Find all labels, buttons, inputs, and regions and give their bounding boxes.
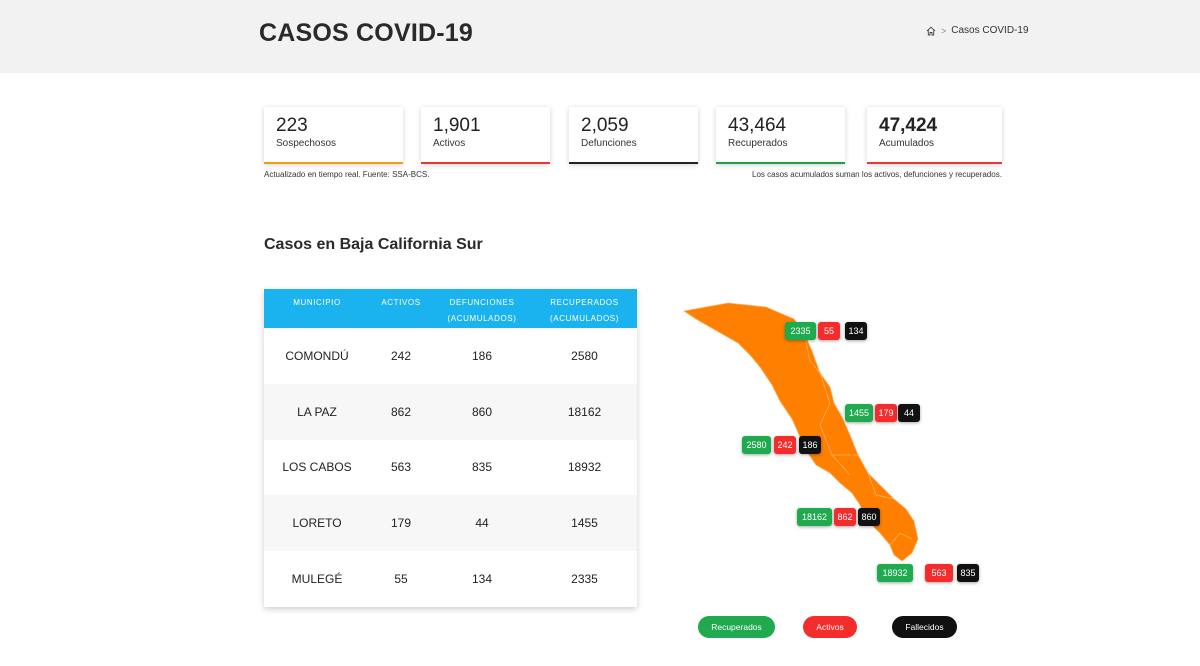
page-title: CASOS COVID-19: [259, 19, 473, 47]
header-defunciones: DEFUNCIONES (ACUMULADOS): [447, 298, 517, 323]
comondu-activos-badge: 242: [774, 436, 796, 454]
cell-defunciones: 835: [471, 460, 493, 475]
lapaz-recuperados-badge: 18162: [797, 508, 832, 526]
cell-defunciones: 186: [471, 348, 493, 363]
cell-defunciones: 134: [471, 572, 493, 587]
cell-municipio: LOS CABOS: [282, 460, 352, 475]
cell-defunciones: 44: [475, 516, 489, 531]
stat-value: 223: [276, 115, 308, 136]
legend-recuperados: Recuperados: [698, 616, 775, 638]
stat-label: Sospechosos: [276, 138, 337, 149]
header-municipio: MUNICIPIO: [293, 298, 341, 307]
cell-municipio: MULEGÉ: [291, 572, 343, 587]
table-header: MUNICIPIO ACTIVOS DEFUNCIONES (ACUMULADOS…: [264, 289, 637, 328]
loscabos-fallecidos-badge: 835: [957, 564, 979, 582]
stat-card-activos: 1,901 Activos: [421, 107, 550, 164]
cell-municipio: LA PAZ: [297, 404, 337, 419]
mulege-fallecidos-badge: 134: [845, 322, 867, 340]
table-row: LORETO 179 44 1455: [264, 495, 637, 552]
comondu-recuperados-badge: 2580: [742, 436, 771, 454]
cell-activos: 563: [390, 460, 412, 475]
home-icon[interactable]: [926, 26, 936, 36]
cell-activos: 242: [390, 348, 412, 363]
stat-card-sospechosos: 223 Sospechosos: [264, 107, 403, 164]
stat-bar: [421, 162, 550, 164]
stat-value: 47,424: [879, 115, 938, 136]
loreto-activos-badge: 179: [875, 404, 897, 422]
cell-activos: 179: [390, 516, 412, 531]
stat-label: Defunciones: [581, 138, 637, 149]
lapaz-activos-badge: 862: [834, 508, 856, 526]
cell-recuperados: 2580: [571, 348, 598, 363]
loreto-recuperados-badge: 1455: [845, 404, 873, 422]
baja-california-sur-map: [682, 302, 919, 562]
cell-recuperados: 1455: [571, 516, 598, 531]
cell-municipio: COMONDÚ: [285, 348, 349, 363]
table-row: COMONDÚ 242 186 2580: [264, 328, 637, 384]
mulege-activos-badge: 55: [818, 322, 840, 340]
cell-activos: 862: [390, 404, 412, 419]
municipio-borders: [803, 332, 913, 546]
stat-bar: [716, 162, 845, 164]
cell-recuperados: 18932: [567, 460, 602, 475]
mulege-recuperados-badge: 2335: [785, 322, 816, 340]
cases-table: MUNICIPIO ACTIVOS DEFUNCIONES (ACUMULADOS…: [264, 289, 637, 607]
table-row: LA PAZ 862 860 18162: [264, 383, 637, 440]
cell-recuperados: 2335: [571, 572, 598, 587]
cell-municipio: LORETO: [292, 516, 342, 531]
legend-activos: Activos: [803, 616, 857, 638]
sum-note: Los casos acumulados suman los activos, …: [752, 170, 1002, 179]
stat-value: 1,901: [433, 115, 481, 136]
breadcrumb-separator: >: [941, 25, 947, 36]
table-row: MULEGÉ 55 134 2335: [264, 551, 637, 607]
section-title: Casos en Baja California Sur: [264, 236, 483, 253]
header-activos: ACTIVOS: [381, 298, 421, 307]
loscabos-recuperados-badge: 18932: [877, 564, 913, 582]
comondu-fallecidos-badge: 186: [799, 436, 821, 454]
breadcrumb-current[interactable]: Casos COVID-19: [951, 25, 1029, 36]
stat-card-defunciones: 2,059 Defunciones: [569, 107, 698, 164]
stat-value: 2,059: [581, 115, 629, 136]
page-header: CASOS COVID-19 > Casos COVID-19: [0, 0, 1200, 73]
stat-label: Activos: [433, 138, 466, 149]
breadcrumb: > Casos COVID-19: [926, 25, 1029, 36]
stat-value: 43,464: [728, 115, 787, 136]
stat-bar: [264, 162, 403, 164]
state-shape: [682, 302, 919, 562]
stat-card-recuperados: 43,464 Recuperados: [716, 107, 845, 164]
stat-label: Acumulados: [879, 138, 935, 149]
stat-bar: [867, 162, 1002, 164]
stat-label: Recuperados: [728, 138, 788, 149]
cell-activos: 55: [394, 572, 408, 587]
table-body: COMONDÚ 242 186 2580 LA PAZ 862 860 1816…: [264, 328, 637, 607]
cell-defunciones: 860: [471, 404, 493, 419]
header-recuperados: RECUPERADOS (ACUMULADOS): [550, 298, 619, 323]
loscabos-activos-badge: 563: [925, 564, 953, 582]
legend-fallecidos: Fallecidos: [892, 616, 957, 638]
source-note: Actualizado en tiempo real. Fuente: SSA-…: [264, 170, 430, 179]
loreto-fallecidos-badge: 44: [898, 404, 920, 422]
cell-recuperados: 18162: [567, 404, 602, 419]
stat-card-acumulados: 47,424 Acumulados: [867, 107, 1002, 164]
table-row: LOS CABOS 563 835 18932: [264, 440, 637, 496]
lapaz-fallecidos-badge: 860: [858, 508, 880, 526]
stat-bar: [569, 162, 698, 164]
